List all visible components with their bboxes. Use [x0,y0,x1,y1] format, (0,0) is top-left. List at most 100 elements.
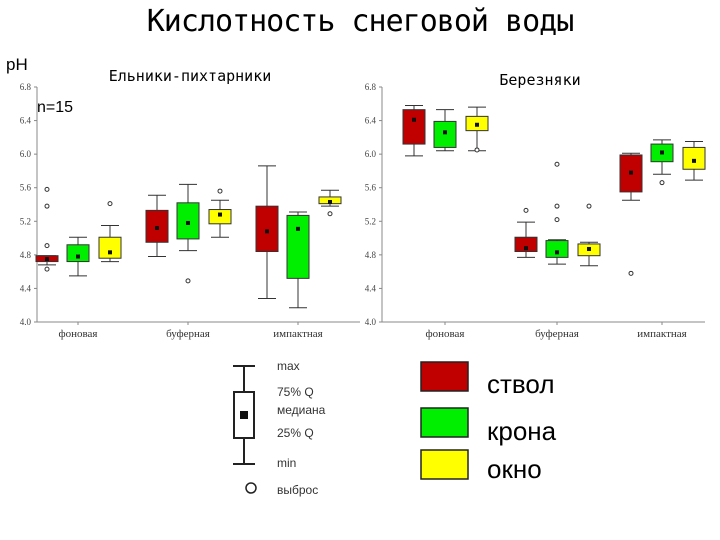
median-marker [475,122,479,127]
box-окно-1 [465,106,489,153]
box-ствол-2 [145,194,169,258]
outlier-point [474,147,480,153]
box-ствол-1 [402,104,426,157]
y-tick-label: 4.4 [20,283,32,293]
box-окно-3 [318,189,342,217]
legend-label-q25: 25% Q [277,426,314,440]
box-iqr [208,209,232,225]
box-iqr [286,214,310,279]
category-label: фоновая [425,328,464,340]
outlier-point [554,161,560,167]
box-окно-2 [577,203,601,267]
legend-label-outlier: выброс [277,483,318,497]
outlier-point [327,211,333,217]
sample-size-label: n=15 [37,99,74,116]
box-ствол-1 [35,186,59,272]
box-iqr [433,120,457,148]
box-iqr [402,109,426,145]
median-marker [186,220,190,225]
legend-swatch-trunk [420,361,469,392]
median-marker [265,229,269,234]
y-tick-label: 4.0 [20,317,32,327]
legend-swatch-crown [420,407,469,438]
box-iqr [514,236,538,253]
box-окно-2 [208,188,232,238]
legend-label-min: min [277,456,296,470]
median-marker [692,158,696,163]
median-marker [328,199,332,204]
legend-swatch-gap [420,449,469,480]
boxplot-legend: max 75% Q медиана 25% Q min выброс [233,359,326,497]
box-крона-3 [286,211,310,309]
category-label: фоновая [58,328,97,340]
y-tick-label: 4.8 [20,250,32,260]
box-iqr [66,244,90,263]
outlier-point [554,203,560,209]
median-marker [629,170,633,175]
median-marker [587,246,591,251]
category-label: импактная [273,328,322,340]
box-iqr [98,236,122,259]
y-tick-label: 6.8 [20,82,32,92]
y-tick-label: 5.2 [365,216,376,226]
box-крона-3 [650,139,674,186]
legend-color-label-gap: окно [487,454,542,484]
outlier-point [107,201,113,207]
outlier-point [659,180,665,186]
box-окно-3 [682,141,706,181]
outlier-point [523,207,529,213]
y-tick-label: 5.6 [365,183,377,193]
outlier-point [586,203,592,209]
outlier-point [554,217,560,223]
outlier-point [185,278,191,284]
median-marker [108,250,112,255]
outlier-point [217,188,223,194]
y-tick-label: 5.2 [20,216,31,226]
y-tick-label: 6.8 [365,82,377,92]
box-iqr [255,205,279,253]
y-tick-label: 6.4 [365,116,377,126]
legend-label-median: медиана [277,403,326,417]
legend-color-label-trunk: ствол [487,369,555,399]
y-tick-label: 5.6 [20,183,32,193]
outlier-point [628,270,634,276]
box-крона-1 [66,236,90,277]
box-крона-1 [433,109,457,152]
category-label: буферная [166,328,210,340]
median-marker [660,150,664,155]
box-крона-2 [176,183,200,284]
category-label: буферная [535,328,579,340]
y-tick-label: 4.8 [365,250,377,260]
box-ствол-3 [619,152,643,276]
panel-2: Березняки 4.0 4.4 4.8 5.2 5.6 6.0 6.4 6.8 фоновая… [365,71,706,340]
median-marker [412,117,416,122]
box-окно-1 [98,201,122,263]
legend-median-marker [240,411,248,419]
outlier-point [44,243,50,249]
panel-title: Ельники-пихтарники [109,67,272,85]
y-axis-label: pH [6,55,28,74]
outlier-point [44,266,50,272]
legend-label-q75: 75% Q [277,385,314,399]
median-marker [45,257,49,262]
panel-title: Березняки [499,71,580,89]
box-iqr [682,146,706,170]
median-marker [555,250,559,255]
slide-title: Кислотность снеговой воды [146,4,575,39]
box-iqr [176,202,200,240]
y-tick-label: 4.0 [365,317,377,327]
category-label: импактная [637,328,686,340]
median-marker [296,226,300,231]
box-ствол-3 [255,165,279,299]
legend-label-max: max [277,359,300,373]
legend-outlier-symbol [245,482,257,494]
median-marker [155,226,159,230]
y-tick-label: 6.0 [365,149,377,159]
outlier-point [44,186,50,192]
outlier-point [44,203,50,209]
median-marker [218,212,222,217]
median-marker [76,254,80,259]
panel-1: Ельники-пихтарники 4.0 4.4 4.8 5.2 5.6 6.0 6.4 6… [20,67,360,340]
y-tick-label: 6.0 [20,149,32,159]
